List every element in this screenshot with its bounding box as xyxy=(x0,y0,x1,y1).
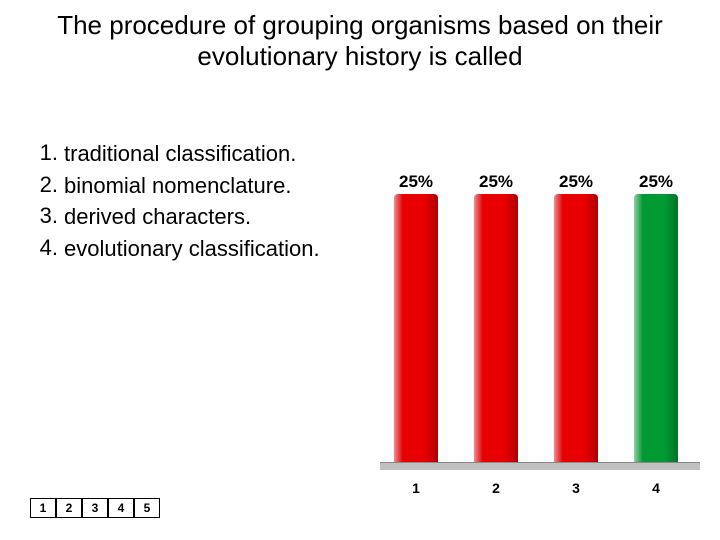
option-text: derived characters. xyxy=(64,203,360,231)
x-axis-label: 1 xyxy=(394,480,438,496)
counter-cell: 2 xyxy=(56,498,82,518)
option-text: evolutionary classification. xyxy=(64,235,360,263)
counter-cell: 3 xyxy=(82,498,108,518)
option-1[interactable]: 1. traditional classification. xyxy=(30,140,360,168)
question-title: The procedure of grouping organisms base… xyxy=(40,10,680,72)
bar: 25% xyxy=(474,194,518,462)
chart-base xyxy=(380,462,700,470)
bar: 25% xyxy=(394,194,438,462)
x-axis-label: 3 xyxy=(554,480,598,496)
bar-value-label: 25% xyxy=(534,172,618,192)
option-number: 3. xyxy=(30,203,64,231)
option-number: 4. xyxy=(30,235,64,263)
option-2[interactable]: 2. binomial nomenclature. xyxy=(30,172,360,200)
option-4[interactable]: 4. evolutionary classification. xyxy=(30,235,360,263)
counter-cell: 1 xyxy=(30,498,56,518)
option-text: binomial nomenclature. xyxy=(64,172,360,200)
bar-value-label: 25% xyxy=(454,172,538,192)
x-axis-label: 2 xyxy=(474,480,518,496)
chart-plot: 25%25%25%25% xyxy=(380,170,700,470)
bar-value-label: 25% xyxy=(614,172,698,192)
bar-fill xyxy=(634,194,678,462)
answer-options: 1. traditional classification. 2. binomi… xyxy=(30,140,360,266)
option-number: 2. xyxy=(30,172,64,200)
option-3[interactable]: 3. derived characters. xyxy=(30,203,360,231)
option-number: 1. xyxy=(30,140,64,168)
x-axis-label: 4 xyxy=(634,480,678,496)
response-bar-chart: 25%25%25%25% 1234 xyxy=(380,150,700,500)
bar-fill xyxy=(474,194,518,462)
counter-cell: 5 xyxy=(134,498,160,518)
bar: 25% xyxy=(554,194,598,462)
counter-cell: 4 xyxy=(108,498,134,518)
bar-fill xyxy=(394,194,438,462)
bar-value-label: 25% xyxy=(374,172,458,192)
bar-fill xyxy=(554,194,598,462)
countdown-boxes: 1 2 3 4 5 xyxy=(30,498,160,518)
slide: The procedure of grouping organisms base… xyxy=(0,0,720,540)
option-text: traditional classification. xyxy=(64,140,360,168)
bar: 25% xyxy=(634,194,678,462)
